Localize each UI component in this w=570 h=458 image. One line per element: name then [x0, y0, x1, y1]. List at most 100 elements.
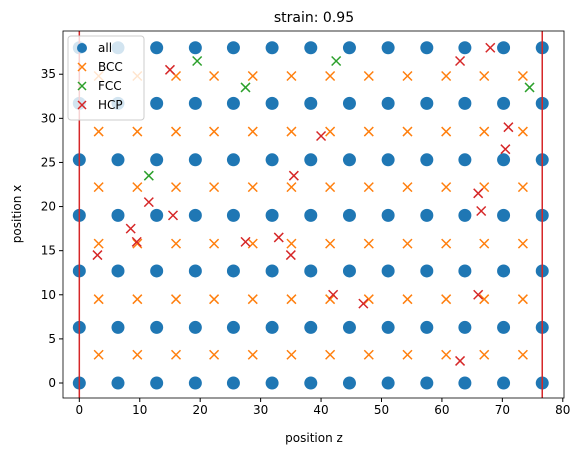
axes-frame — [62, 30, 565, 399]
point — [479, 70, 490, 82]
point — [316, 130, 327, 142]
point — [265, 41, 279, 55]
point — [497, 41, 511, 55]
point — [342, 96, 356, 110]
point — [188, 41, 202, 55]
point — [304, 41, 318, 55]
point — [170, 349, 182, 360]
point — [170, 238, 182, 249]
point — [209, 182, 220, 193]
legend-label: BCC — [98, 60, 123, 74]
y-tick-label: 0 — [48, 376, 56, 390]
point — [420, 264, 434, 278]
point — [381, 208, 395, 222]
point — [479, 126, 490, 137]
point — [286, 349, 297, 360]
point — [517, 182, 528, 193]
legend-marker — [77, 81, 87, 91]
point — [209, 349, 220, 360]
point — [342, 320, 356, 334]
point — [402, 126, 413, 137]
point — [285, 250, 296, 261]
point — [358, 298, 369, 309]
x-tick-label: 50 — [374, 403, 389, 417]
point — [286, 238, 297, 249]
x-tick-label: 0 — [75, 403, 83, 417]
point — [188, 96, 202, 110]
point — [479, 294, 490, 305]
x-tick-label: 80 — [555, 403, 570, 417]
point — [402, 182, 413, 193]
point — [286, 294, 297, 305]
point — [286, 182, 297, 193]
point — [455, 55, 466, 67]
point — [325, 70, 336, 82]
x-tick-label: 20 — [193, 403, 208, 417]
point — [111, 376, 125, 390]
point — [111, 320, 125, 334]
point — [517, 126, 528, 137]
point — [150, 208, 164, 222]
point — [226, 208, 240, 222]
point — [93, 349, 104, 360]
point — [497, 96, 511, 110]
legend-box — [67, 35, 145, 121]
point — [304, 153, 318, 167]
y-tick-label: 15 — [41, 244, 56, 258]
point — [441, 294, 452, 305]
point — [265, 153, 279, 167]
point — [304, 320, 318, 334]
point — [342, 153, 356, 167]
legend-label: all — [98, 41, 112, 55]
point — [381, 320, 395, 334]
point — [402, 349, 413, 360]
point — [479, 238, 490, 249]
point — [143, 170, 154, 181]
point — [342, 41, 356, 55]
point — [226, 96, 240, 110]
point — [381, 96, 395, 110]
point — [402, 294, 413, 305]
point — [265, 208, 279, 222]
point — [226, 153, 240, 167]
point — [381, 264, 395, 278]
point — [500, 144, 511, 155]
point — [226, 41, 240, 55]
point — [209, 238, 220, 249]
x-tick-label: 70 — [495, 403, 510, 417]
x-tick-label: 40 — [313, 403, 328, 417]
point — [132, 126, 143, 137]
point — [420, 41, 434, 55]
point — [209, 70, 220, 82]
point — [247, 182, 258, 193]
point — [455, 355, 466, 366]
point — [273, 232, 284, 243]
chart-title: strain: 0.95 — [274, 10, 354, 26]
point — [363, 70, 374, 82]
point — [441, 238, 452, 249]
point — [517, 70, 528, 82]
x-tick-label: 60 — [434, 403, 449, 417]
point — [132, 238, 143, 249]
point — [131, 236, 142, 247]
point — [247, 126, 258, 137]
x-tick-label: 30 — [253, 403, 268, 417]
point — [497, 376, 511, 390]
legend-label: FCC — [98, 79, 122, 93]
point — [143, 197, 154, 208]
point — [363, 349, 374, 360]
point — [476, 205, 487, 217]
point — [132, 294, 143, 305]
point — [325, 182, 336, 193]
point — [286, 126, 297, 137]
point — [265, 96, 279, 110]
x-axis-label: position z — [285, 431, 343, 445]
point — [328, 289, 339, 300]
point — [226, 320, 240, 334]
legend-label: HCP — [98, 98, 123, 112]
y-tick-label: 20 — [41, 200, 56, 214]
point — [381, 376, 395, 390]
point — [325, 349, 336, 360]
point — [304, 96, 318, 110]
